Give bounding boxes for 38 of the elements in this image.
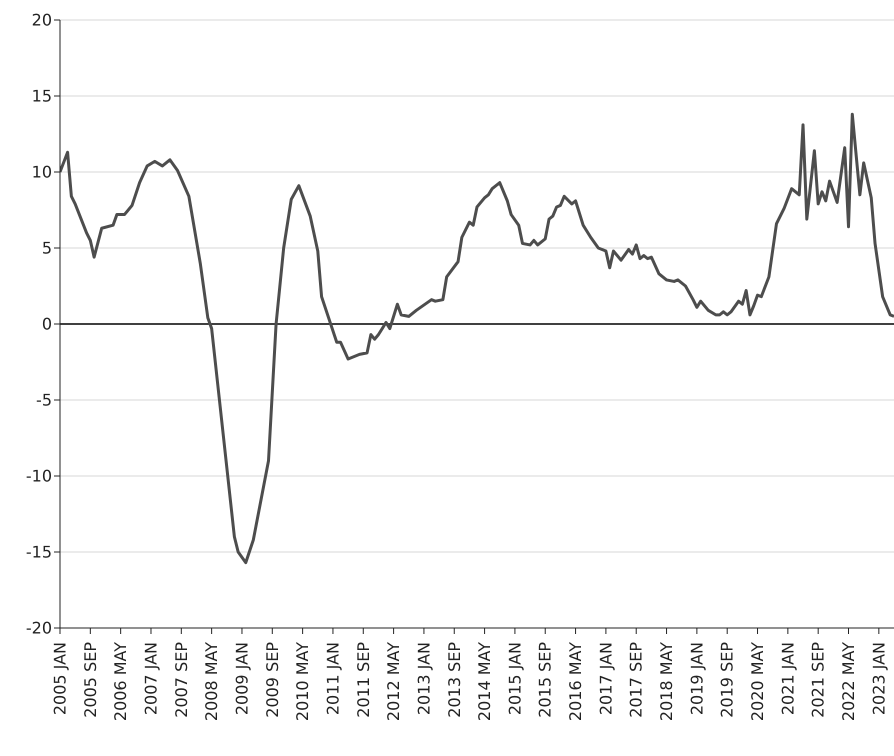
- y-tick-label: 15: [32, 86, 52, 106]
- x-tick-label: 2013 SEP: [444, 642, 464, 718]
- x-tick-label: 2018 MAY: [657, 642, 676, 722]
- y-tick-label: 10: [32, 162, 52, 182]
- y-tick-label: 20: [32, 10, 52, 30]
- x-tick-label: 2007 SEP: [172, 642, 191, 718]
- x-tick-label: 2016 MAY: [566, 642, 586, 722]
- y-tick-label: 0: [42, 314, 52, 334]
- x-tick-label: 2009 SEP: [262, 642, 282, 718]
- x-tick-label: 2020 MAY: [748, 642, 768, 722]
- y-tick-label: -20: [26, 618, 52, 638]
- x-tick-label: 2015 SEP: [536, 642, 555, 718]
- x-tick-label: 2012 MAY: [384, 642, 404, 722]
- x-tick-label: 2017 JAN: [596, 642, 616, 716]
- x-tick-label: 2008 MAY: [202, 642, 222, 722]
- line-series: [60, 112, 894, 564]
- y-tick-label: -10: [26, 466, 52, 486]
- y-tick-label: 5: [42, 238, 52, 258]
- x-tick-label: 2017 SEP: [626, 642, 646, 718]
- x-tick-label: 2006 MAY: [111, 642, 130, 722]
- x-tick-label: 2011 SEP: [354, 642, 373, 718]
- x-tick-label: 2022 MAY: [839, 642, 858, 722]
- x-tick-label: 2021 SEP: [808, 642, 828, 718]
- x-tick-label: 2019 SEP: [718, 642, 737, 718]
- x-tick-label: 2023 JAN: [869, 642, 888, 716]
- x-tick-label: 2007 JAN: [141, 642, 160, 716]
- x-tick-label: 2009 JAN: [232, 642, 252, 716]
- x-tick-label: 2011 JAN: [323, 642, 342, 716]
- x-tick-label: 2005 SEP: [80, 642, 100, 718]
- x-tick-label: 2019 JAN: [687, 642, 706, 716]
- x-tick-label: 2010 MAY: [293, 642, 312, 722]
- x-tick-label: 2013 JAN: [414, 642, 434, 716]
- y-tick-label: -5: [36, 390, 52, 410]
- x-tick-label: 2015 JAN: [505, 642, 524, 716]
- x-tick-label: 2014 MAY: [475, 642, 494, 722]
- x-tick-label: 2021 JAN: [778, 642, 798, 716]
- y-tick-label: -15: [26, 542, 52, 562]
- x-tick-label: 2005 JAN: [50, 642, 70, 716]
